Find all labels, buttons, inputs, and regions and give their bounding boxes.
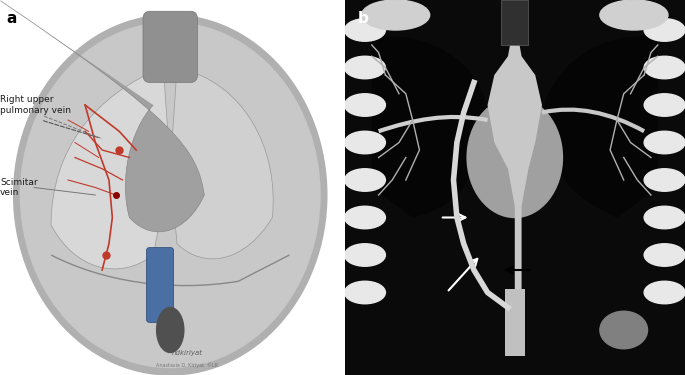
Ellipse shape	[345, 206, 386, 229]
Ellipse shape	[644, 19, 685, 41]
Ellipse shape	[345, 281, 386, 304]
PathPatch shape	[542, 36, 658, 218]
FancyBboxPatch shape	[147, 248, 173, 322]
Bar	[505, 289, 525, 356]
Text: b: b	[358, 11, 369, 26]
Text: ndkiriyat: ndkiriyat	[172, 350, 203, 356]
Ellipse shape	[644, 56, 685, 79]
Ellipse shape	[345, 131, 386, 154]
Ellipse shape	[345, 169, 386, 191]
Ellipse shape	[345, 94, 386, 116]
Ellipse shape	[21, 22, 320, 368]
Text: Anastasia D. Kiriyat  ©LR: Anastasia D. Kiriyat ©LR	[156, 362, 219, 368]
Ellipse shape	[345, 19, 386, 41]
Ellipse shape	[644, 131, 685, 154]
PathPatch shape	[372, 36, 488, 218]
Ellipse shape	[345, 244, 386, 266]
Ellipse shape	[644, 281, 685, 304]
Ellipse shape	[600, 0, 668, 30]
PathPatch shape	[125, 105, 204, 232]
Ellipse shape	[644, 244, 685, 266]
Ellipse shape	[362, 0, 429, 30]
Ellipse shape	[345, 56, 386, 79]
Ellipse shape	[644, 169, 685, 191]
Ellipse shape	[644, 94, 685, 116]
Ellipse shape	[644, 206, 685, 229]
Ellipse shape	[157, 308, 184, 352]
FancyBboxPatch shape	[143, 11, 197, 82]
PathPatch shape	[488, 19, 542, 300]
Bar	[501, 0, 528, 45]
Text: a: a	[7, 11, 17, 26]
Text: Right upper
pulmonary vein: Right upper pulmonary vein	[0, 95, 71, 115]
Text: Scimitar
vein: Scimitar vein	[0, 178, 38, 197]
Ellipse shape	[14, 15, 327, 375]
Ellipse shape	[600, 311, 647, 349]
Ellipse shape	[467, 98, 562, 218]
PathPatch shape	[170, 68, 273, 259]
PathPatch shape	[51, 68, 170, 269]
